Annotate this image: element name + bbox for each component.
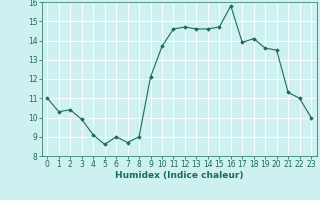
X-axis label: Humidex (Indice chaleur): Humidex (Indice chaleur) <box>115 171 244 180</box>
